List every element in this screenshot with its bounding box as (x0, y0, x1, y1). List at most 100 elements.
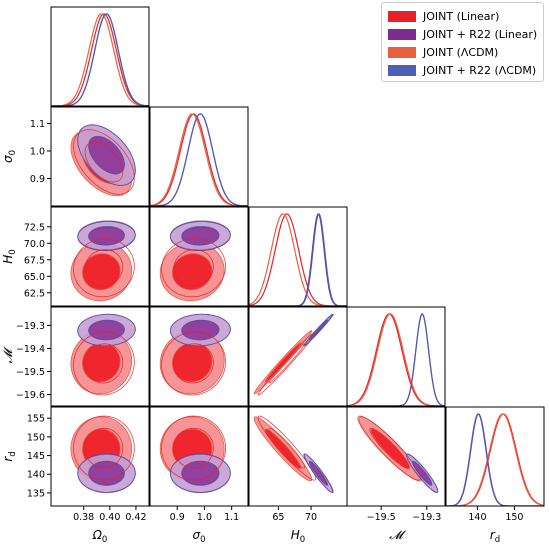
panel-Om-Om (50, 6, 150, 107)
contour-outer-3 (77, 453, 136, 494)
marginal-curve-2 (347, 313, 445, 406)
panel-M-Om: −19.6 −19.5 −19.4 −19.3 (16, 306, 150, 407)
x-tick-label: 1.1 (224, 512, 239, 523)
panel-frame (149, 406, 249, 507)
y-tick-label: 135 (27, 488, 45, 499)
contour-inner-0 (84, 343, 124, 384)
y-axis-label-H0: H0 (1, 249, 18, 263)
contour-outer-3 (77, 124, 136, 186)
contour-inner-0 (84, 249, 124, 287)
contour-outer-0 (73, 129, 135, 195)
panel-rd-H0: 65 70 (248, 406, 348, 523)
x-tick-label: 0.9 (170, 512, 185, 523)
x-axis-label-H0: H0 (291, 528, 305, 545)
panel-bg (150, 107, 248, 206)
panel-M-M (346, 306, 446, 407)
panel-H0-Om: 62.5 65.0 67.5 70.0 72.5 (24, 206, 150, 307)
contour-outer-3 (169, 453, 231, 494)
y-axis-label-s8: σ0 (1, 150, 18, 163)
legend-swatch-joint-r22-lcdm (388, 64, 416, 76)
contour-outer-0 (161, 238, 226, 298)
legend-item-joint-lcdm: JOINT (ΛCDM) (388, 44, 498, 60)
marginal-curve-3 (446, 413, 544, 506)
panel-rd-rd: 140 150 (445, 406, 545, 523)
marginal-curve-2 (446, 413, 544, 506)
y-axis-label-rd: rd (1, 451, 18, 461)
x-axis-label-s8: σ0 (192, 528, 205, 545)
x-tick-label: 65 (272, 512, 284, 523)
x-tick-label: 70 (305, 512, 317, 523)
panel-frame (50, 6, 150, 107)
contour-outer-0 (73, 415, 135, 481)
y-tick-label: −19.3 (16, 321, 45, 332)
x-tick-label: 140 (468, 512, 486, 523)
panel-s8-Om: 0.9 1.0 1.1 (30, 106, 150, 207)
marginal-curve-0 (51, 13, 149, 106)
contour-inner-0 (173, 249, 214, 287)
panel-M-s8 (149, 306, 249, 407)
x-tick-label: −19.5 (367, 512, 396, 523)
contour-inner-2 (82, 253, 121, 291)
panel-M-H0 (248, 306, 348, 407)
y-tick-label: 70.0 (24, 239, 45, 250)
contour-inner-3 (181, 225, 220, 245)
legend-swatch-joint-lcdm (388, 46, 416, 58)
contour-outer-0 (73, 331, 135, 396)
y-tick-label: −19.6 (16, 390, 45, 401)
panel-frame (50, 206, 150, 307)
contour-inner-3 (309, 461, 329, 486)
y-tick-label: 72.5 (24, 222, 45, 233)
contour-outer-3 (406, 453, 439, 494)
legend: JOINT (Linear) JOINT + R22 (Linear) JOIN… (381, 2, 544, 82)
legend-label-joint-lcdm: JOINT (ΛCDM) (423, 45, 499, 59)
y-tick-label: 65.0 (24, 272, 45, 283)
panel-frame (50, 406, 150, 507)
legend-item-joint-linear: JOINT (Linear) (388, 8, 499, 24)
contour-inner-0 (84, 427, 124, 469)
panel-H0-s8 (149, 206, 249, 307)
y-tick-label: −19.5 (16, 367, 45, 378)
panel-frame (149, 206, 249, 307)
contour-inner-0 (268, 427, 306, 469)
contour-outer-0 (161, 415, 226, 481)
contour-outer-0 (357, 415, 421, 481)
panel-rd-s8: 0.9 1.0 1.1 (149, 406, 249, 523)
legend-label-joint-r22-linear: JOINT + R22 (Linear) (423, 27, 538, 41)
legend-label-joint-r22-lcdm: JOINT + R22 (ΛCDM) (423, 63, 537, 77)
contour-inner-3 (88, 135, 125, 175)
panel-bg (51, 7, 149, 106)
panel-H0-H0 (248, 206, 348, 307)
legend-swatch-joint-linear (388, 10, 416, 22)
x-tick-label: 0.40 (99, 512, 120, 523)
panel-s8-s8 (149, 106, 249, 207)
panel-frame (149, 106, 249, 207)
x-tick-label: 1.0 (197, 512, 212, 523)
contour-outer-3 (304, 453, 334, 494)
y-tick-label: 62.5 (24, 288, 45, 299)
contour-outer-3 (304, 313, 334, 347)
contour-inner-2 (171, 253, 213, 291)
y-axis-label-M: 𝓜 (1, 346, 15, 363)
contour-outer-3 (77, 220, 136, 251)
contour-inner-2 (82, 342, 121, 383)
contour-inner-3 (88, 461, 125, 486)
y-tick-label: 0.9 (30, 174, 45, 185)
contour-inner-3 (181, 319, 220, 341)
panel-bg (446, 407, 544, 506)
panel-frame (346, 406, 446, 507)
marginal-curve-2 (51, 13, 149, 106)
y-tick-label: 67.5 (24, 255, 45, 266)
contour-inner-3 (412, 461, 433, 486)
legend-item-joint-r22-lcdm: JOINT + R22 (ΛCDM) (388, 62, 536, 78)
contour-inner-3 (181, 461, 220, 486)
x-axis-label-Om: Ω0 (92, 528, 108, 545)
legend-label-joint-linear: JOINT (Linear) (423, 9, 500, 23)
x-tick-label: 150 (505, 512, 523, 523)
contour-inner-0 (173, 427, 214, 469)
contour-outer-0 (161, 331, 226, 396)
contour-outer-0 (257, 415, 317, 481)
y-tick-label: 140 (27, 470, 45, 481)
panel-frame (50, 106, 150, 207)
x-tick-label: 0.42 (125, 512, 146, 523)
x-tick-label: 0.38 (73, 512, 94, 523)
